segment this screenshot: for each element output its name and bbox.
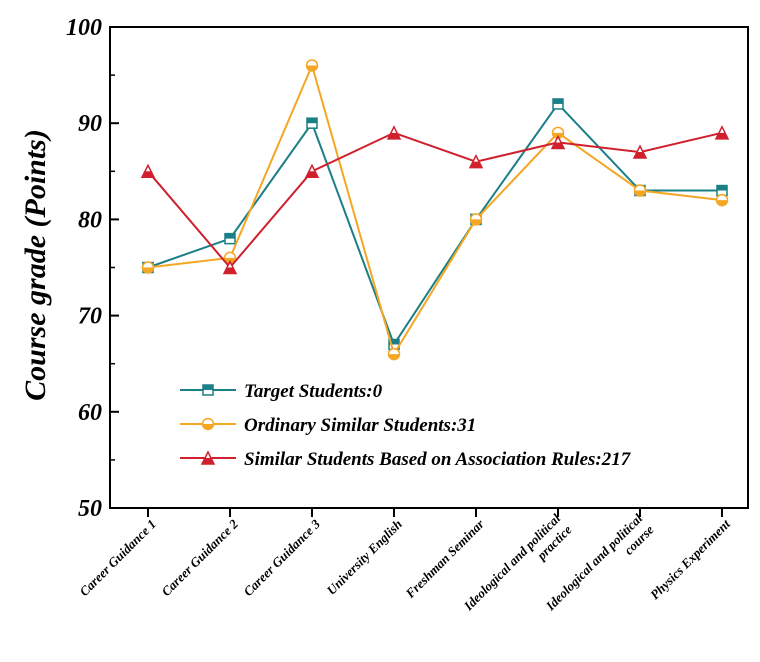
data-point-circle-fill [306, 65, 318, 71]
y-tick-label: 60 [78, 400, 102, 426]
x-tick-label: University English [324, 516, 405, 597]
data-point-circle-fill [634, 190, 646, 197]
data-point-square-fill [389, 339, 399, 345]
legend-marker-fill [202, 458, 214, 464]
series-group [140, 59, 730, 361]
x-tick-label-line: Career Guidance 3 [240, 516, 323, 599]
y-ticks: 50 60 70 80 90 100 [66, 15, 119, 522]
legend-marker-fill [202, 424, 214, 430]
data-point-triangle-fill [634, 152, 646, 159]
y-axis-label: Course grade (Points) [19, 129, 52, 401]
data-point-triangle-fill [388, 132, 400, 139]
y-tick-label: 90 [78, 111, 102, 137]
data-point-triangle-fill [224, 267, 236, 274]
data-point-circle-fill [388, 354, 400, 360]
y-tick-label: 70 [78, 304, 102, 330]
x-tick-label-line: Physics Experiment [647, 516, 733, 602]
data-point-triangle-fill [142, 171, 154, 178]
x-tick-label-line: University English [324, 516, 405, 597]
legend-label: Similar Students Based on Association Ru… [244, 449, 632, 470]
data-point-square-fill [307, 118, 317, 124]
data-point-circle-fill [716, 200, 728, 206]
x-tick-label: Career Guidance 3 [240, 516, 323, 599]
data-point-triangle-fill [306, 171, 318, 178]
x-ticks: Career Guidance 1 Career Guidance 2 Career… [76, 508, 733, 614]
y-tick-label: 80 [78, 207, 102, 233]
data-point-triangle-fill [716, 132, 728, 139]
data-point-square-fill [225, 233, 235, 239]
data-point-triangle-fill [552, 142, 564, 149]
x-tick-label: Career Guidance 1 [76, 516, 159, 599]
legend-label: Target Students:0 [244, 381, 383, 402]
x-tick-label: Physics Experiment [647, 516, 733, 602]
y-tick-label: 100 [66, 15, 102, 41]
data-point-square-fill [717, 185, 727, 191]
data-point-circle-fill [142, 267, 154, 273]
legend: Target Students:0 Ordinary Similar Studen… [180, 381, 632, 470]
data-point-circle-fill [470, 219, 482, 225]
legend-marker-fill [203, 385, 213, 390]
x-tick-label-line: Career Guidance 1 [76, 516, 159, 599]
x-tick-label-line: Career Guidance 2 [158, 516, 241, 599]
series-line-square [147, 102, 722, 347]
data-point-square-fill [553, 98, 563, 104]
series-line-triangle [147, 131, 723, 270]
series-line-circle [147, 62, 723, 357]
legend-label: Ordinary Similar Students:31 [244, 415, 476, 436]
y-tick-label: 50 [78, 496, 102, 522]
x-tick-label: Career Guidance 2 [158, 516, 241, 599]
data-point-triangle-fill [470, 161, 482, 168]
